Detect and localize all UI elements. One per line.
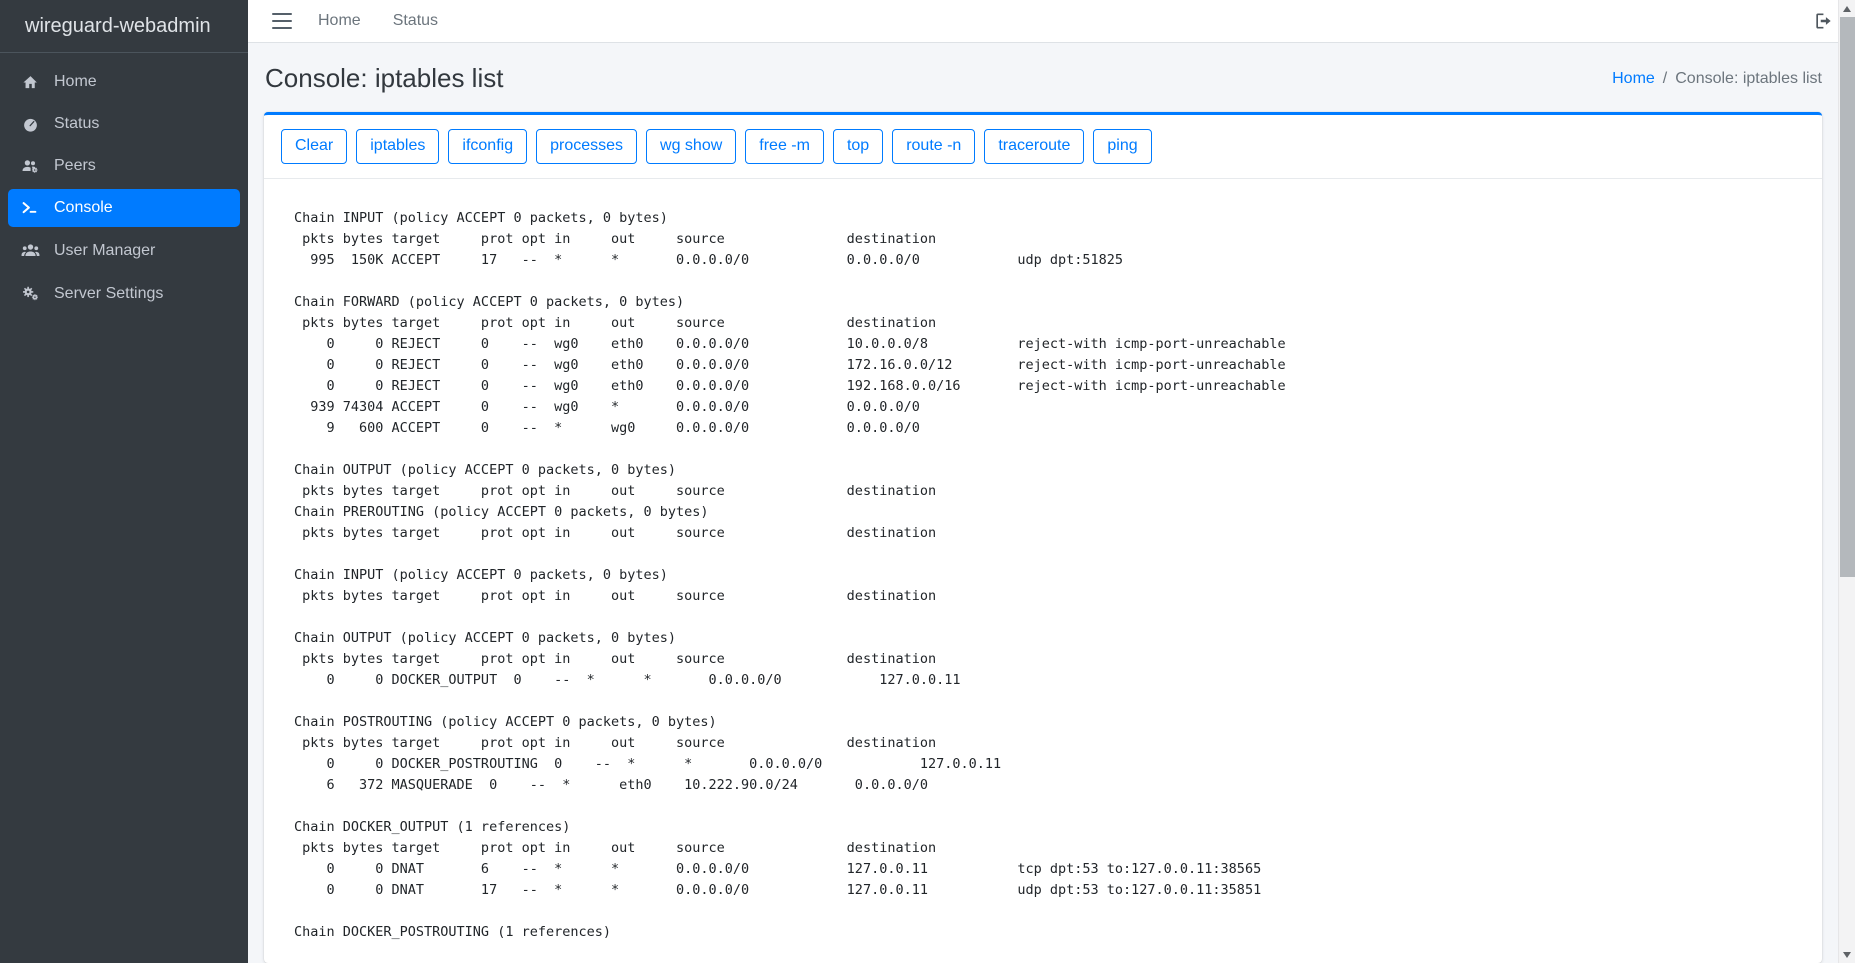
scrollbar-thumb[interactable]	[1840, 17, 1855, 577]
users-gear-icon	[18, 157, 42, 175]
iptables-button[interactable]: iptables	[356, 129, 440, 164]
breadcrumb-home-link[interactable]: Home	[1612, 69, 1655, 87]
processes-button[interactable]: processes	[536, 129, 638, 164]
sidebar-item-label: Status	[54, 115, 100, 132]
sidebar-item-console[interactable]: Console	[8, 189, 240, 227]
sidebar-item-label: User Manager	[54, 241, 156, 259]
sidebar-item-label: Peers	[54, 157, 96, 174]
sidebar-item-label: Server Settings	[54, 284, 164, 302]
traceroute-button[interactable]: traceroute	[984, 129, 1085, 164]
page-title: Console: iptables list	[265, 63, 504, 94]
top-button[interactable]: top	[832, 129, 884, 164]
console-output-container: Chain INPUT (policy ACCEPT 0 packets, 0 …	[264, 179, 1822, 963]
nav-link-home[interactable]: Home	[318, 12, 361, 30]
sidebar-item-user-manager[interactable]: User Manager	[8, 231, 240, 270]
sidebar-item-server-settings[interactable]: Server Settings	[8, 274, 240, 313]
gauge-icon	[18, 116, 42, 133]
breadcrumb-separator: /	[1662, 69, 1668, 87]
content-header: Console: iptables list Home / Console: i…	[248, 43, 1855, 112]
sidebar-item-peers[interactable]: Peers	[8, 147, 240, 185]
sidebar-nav: Home Status Peers Console	[0, 53, 248, 323]
home-icon	[18, 74, 42, 91]
brand-link[interactable]: wireguard-webadmin	[0, 0, 248, 53]
route-n-button[interactable]: route -n	[892, 129, 976, 164]
nav-link-status[interactable]: Status	[392, 12, 439, 30]
breadcrumb-current: Console: iptables list	[1675, 69, 1822, 87]
main-area: Home Status Console: iptables list Home …	[248, 0, 1855, 963]
wg-show-button[interactable]: wg show	[646, 129, 737, 164]
scroll-down-arrow[interactable]	[1839, 946, 1855, 963]
content: Clear iptables ifconfig processes wg sho…	[248, 112, 1855, 963]
ping-button[interactable]: ping	[1093, 129, 1152, 164]
sidebar-toggle-button[interactable]	[272, 13, 292, 30]
users-icon	[18, 241, 42, 260]
clear-button[interactable]: Clear	[281, 129, 348, 164]
ifconfig-button[interactable]: ifconfig	[448, 129, 528, 164]
sidebar: wireguard-webadmin Home Status Peers	[0, 0, 248, 963]
console-card: Clear iptables ifconfig processes wg sho…	[264, 112, 1822, 963]
console-output: Chain INPUT (policy ACCEPT 0 packets, 0 …	[294, 210, 1286, 940]
top-navbar: Home Status	[248, 0, 1855, 44]
sidebar-item-label: Home	[54, 73, 97, 90]
terminal-icon	[18, 199, 42, 217]
sidebar-item-home[interactable]: Home	[8, 63, 240, 101]
vertical-scrollbar[interactable]	[1838, 0, 1855, 963]
cogs-icon	[18, 284, 42, 303]
free-m-button[interactable]: free -m	[745, 129, 824, 164]
sidebar-item-label: Console	[54, 199, 113, 216]
console-toolbar: Clear iptables ifconfig processes wg sho…	[264, 115, 1822, 179]
scroll-up-arrow[interactable]	[1839, 0, 1855, 17]
brand-title: wireguard-webadmin	[25, 14, 211, 37]
sidebar-item-status[interactable]: Status	[8, 105, 240, 143]
breadcrumb: Home / Console: iptables list	[1612, 70, 1822, 88]
logout-icon[interactable]	[1809, 7, 1837, 35]
